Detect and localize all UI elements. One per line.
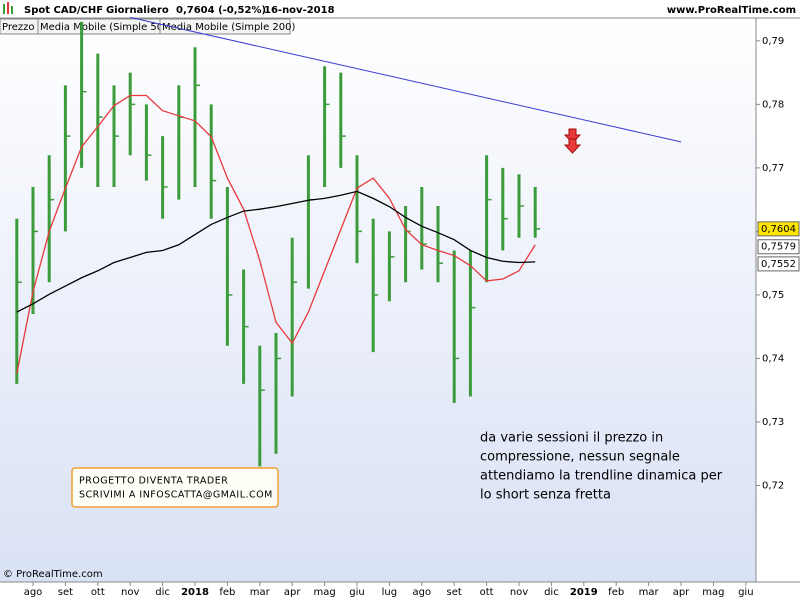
x-tick-label: mar xyxy=(639,587,660,598)
legend-entry: Media Mobile (Simple 200) xyxy=(162,22,296,33)
moving-average xyxy=(16,190,536,313)
x-tick-label: ago xyxy=(24,587,43,598)
comment-line: lo short senza fretta xyxy=(480,488,611,503)
y-tick-label: 0,75 xyxy=(762,290,784,301)
logo-bar xyxy=(7,2,9,14)
last-value-box xyxy=(757,221,800,237)
x-tick-label: apr xyxy=(673,587,690,598)
x-tick-label: mag xyxy=(313,587,335,598)
x-tick-label: 2018 xyxy=(181,587,209,598)
x-tick-label: giu xyxy=(738,587,753,598)
logo-bar xyxy=(3,4,5,14)
y-tick-label: 0,77 xyxy=(762,163,784,174)
comment-line: compressione, nessun segnale xyxy=(480,450,680,465)
site: www.ProRealTime.com xyxy=(667,5,796,16)
last-value-box xyxy=(757,256,800,272)
footer: © ProRealTime.com xyxy=(3,569,103,580)
date: 16-nov-2018 xyxy=(264,5,335,16)
x-tick-label: nov xyxy=(121,587,139,598)
quote: 0,7604 (-0,52%) xyxy=(176,5,266,16)
last-value-label: 0,7552 xyxy=(761,259,796,270)
header: Spot CAD/CHF Giornaliero 0,7604 (-0,52%)… xyxy=(3,2,796,16)
legend-box xyxy=(159,18,291,35)
moving-average xyxy=(16,94,536,374)
legend-entry: Prezzo xyxy=(2,22,35,33)
x-tick-label: apr xyxy=(284,587,301,598)
signal-arrow xyxy=(563,128,582,154)
title: Spot CAD/CHF xyxy=(24,5,103,16)
plot xyxy=(15,16,682,467)
note-line: SCRIVIMI A INFOSCATTA@GMAIL.COM xyxy=(79,490,273,501)
x-tick-label: feb xyxy=(608,587,624,598)
x-tick-label: feb xyxy=(219,587,235,598)
arrow xyxy=(563,138,582,154)
legend-entry: Media Mobile (Simple 50) xyxy=(40,22,167,33)
x-tick-label: lug xyxy=(382,587,397,598)
x-tick-label: ott xyxy=(480,587,494,598)
x-tick-label: mar xyxy=(250,587,271,598)
last-value-label: 0,7604 xyxy=(761,224,796,235)
x-tick-label: set xyxy=(447,587,462,598)
last-value-label: 0,7579 xyxy=(761,242,796,253)
period: Giornaliero xyxy=(106,5,169,16)
y-tick-label: 0,79 xyxy=(762,36,784,47)
comment-line: attendiamo la trendline dinamica per xyxy=(480,469,723,484)
x-tick-label: dic xyxy=(544,587,559,598)
trendline xyxy=(130,16,682,143)
y-tick-label: 0,73 xyxy=(762,417,784,428)
x-tick-label: giu xyxy=(349,587,364,598)
note-box xyxy=(71,467,279,508)
y-tick-label: 0,78 xyxy=(762,99,784,110)
comment-line: da varie sessioni il prezzo in xyxy=(480,431,663,446)
x-tick-label: nov xyxy=(510,587,528,598)
x-tick-label: 2019 xyxy=(570,587,598,598)
x-tick-label: ago xyxy=(413,587,432,598)
y-tick-label: 0,74 xyxy=(762,353,784,364)
x-tick-label: ott xyxy=(91,587,105,598)
x-tick-label: mag xyxy=(702,587,724,598)
x-tick-label: dic xyxy=(155,587,170,598)
logo-bar xyxy=(11,6,13,14)
note-line: PROGETTO DIVENTA TRADER xyxy=(79,476,228,487)
y-tick-label: 0,72 xyxy=(762,480,784,491)
x-tick-label: set xyxy=(58,587,73,598)
legend: Prezzo Media Mobile (Simple 50)Media Mobi… xyxy=(0,18,296,35)
last-value-box xyxy=(757,239,800,255)
